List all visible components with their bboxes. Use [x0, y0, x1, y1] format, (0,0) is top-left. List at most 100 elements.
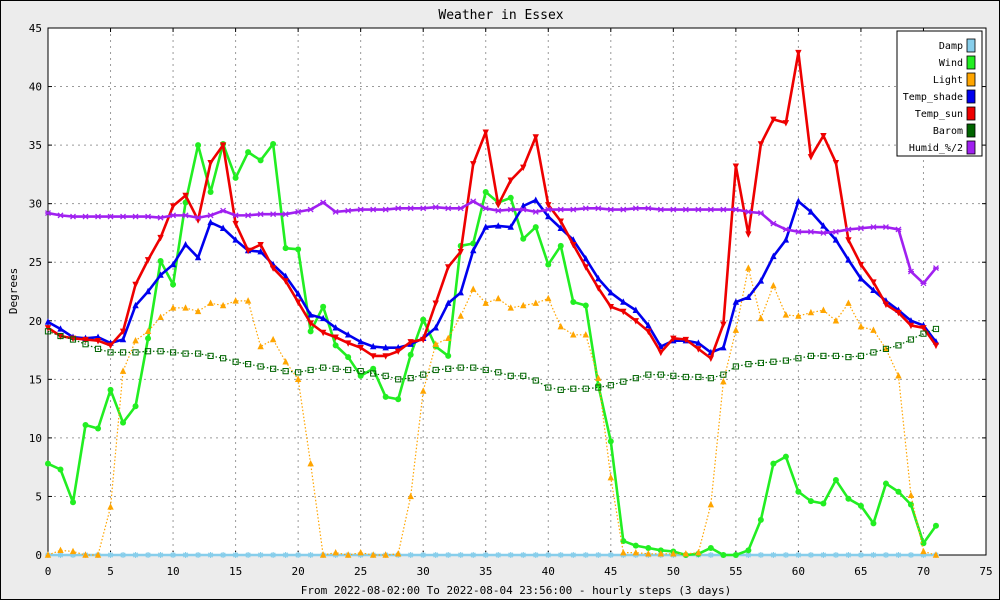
data-point — [319, 329, 327, 337]
data-point — [632, 375, 639, 382]
data-point — [257, 211, 264, 218]
data-point — [420, 371, 427, 378]
data-point — [282, 552, 289, 558]
data-point — [232, 552, 239, 558]
data-point — [382, 353, 389, 360]
data-point — [870, 552, 877, 558]
data-point — [445, 299, 452, 306]
data-point — [169, 349, 177, 356]
data-point — [807, 498, 814, 505]
data-point — [620, 548, 627, 556]
data-point — [520, 301, 527, 309]
legend-label: Temp_sun — [915, 109, 963, 120]
data-point — [170, 281, 177, 288]
data-point — [870, 520, 877, 527]
legend-label: Temp_shade — [903, 92, 963, 103]
data-point — [845, 237, 852, 244]
data-point — [445, 352, 452, 359]
data-point — [420, 552, 427, 558]
data-point — [295, 552, 302, 558]
data-point — [570, 331, 577, 338]
data-point — [132, 403, 139, 410]
data-point — [195, 552, 202, 558]
data-point — [169, 260, 177, 268]
data-point — [482, 188, 489, 195]
legend-label: Humid_%/2 — [909, 143, 963, 154]
data-point — [132, 336, 139, 344]
data-point — [82, 341, 89, 348]
data-point — [820, 133, 827, 140]
data-point — [395, 376, 402, 383]
data-point — [857, 261, 865, 269]
data-point — [194, 350, 202, 357]
data-point — [832, 477, 839, 484]
data-point — [795, 552, 802, 558]
data-point — [907, 501, 914, 508]
data-point — [145, 552, 152, 558]
data-point — [907, 336, 915, 343]
data-point — [607, 206, 614, 213]
data-point — [120, 552, 127, 558]
series-line — [47, 328, 937, 391]
data-point — [720, 377, 727, 385]
data-point — [357, 548, 364, 556]
data-point — [207, 159, 214, 167]
legend-swatch — [966, 55, 976, 70]
data-point — [620, 537, 627, 544]
data-point — [457, 552, 464, 558]
data-point — [657, 371, 664, 378]
data-point — [582, 552, 589, 558]
data-point — [44, 551, 52, 558]
data-point — [107, 342, 114, 350]
data-point — [245, 149, 252, 156]
data-point — [232, 212, 239, 219]
data-point — [245, 212, 252, 219]
data-point — [269, 335, 277, 343]
data-point — [357, 345, 364, 352]
data-point — [394, 348, 402, 355]
plot-area — [47, 27, 987, 556]
data-point — [332, 334, 339, 341]
data-point — [557, 386, 564, 393]
x-tick-label: 70 — [917, 565, 930, 578]
data-point — [920, 280, 927, 287]
x-tick-label: 40 — [542, 565, 555, 578]
data-point — [420, 205, 427, 212]
data-point — [107, 552, 114, 558]
data-point — [245, 552, 252, 558]
data-point — [220, 552, 227, 558]
data-point — [932, 265, 939, 272]
data-point — [382, 393, 389, 400]
data-point — [470, 364, 477, 371]
legend-label: Barom — [933, 126, 963, 137]
data-point — [144, 287, 152, 295]
data-point — [119, 335, 127, 343]
data-point — [557, 322, 564, 330]
data-point — [145, 335, 152, 342]
x-tick-label: 55 — [729, 565, 742, 578]
data-point — [795, 49, 802, 57]
data-point — [157, 348, 164, 355]
data-point — [420, 316, 427, 323]
data-point — [432, 204, 439, 211]
data-point — [182, 212, 189, 219]
data-point — [45, 210, 51, 216]
data-point — [920, 330, 927, 337]
data-point — [645, 205, 652, 212]
data-point — [845, 353, 852, 361]
data-point — [107, 386, 114, 393]
data-point — [607, 382, 614, 389]
data-point — [332, 548, 339, 556]
data-point — [507, 304, 514, 311]
data-point — [395, 205, 402, 212]
data-point — [57, 552, 64, 558]
data-point — [95, 425, 102, 432]
data-point — [394, 550, 402, 557]
y-tick-label: 45 — [29, 22, 42, 35]
data-point — [507, 552, 514, 558]
data-point — [445, 334, 452, 342]
data-point — [495, 222, 502, 229]
data-point — [232, 358, 239, 365]
data-point — [745, 231, 752, 238]
data-point — [332, 208, 339, 215]
